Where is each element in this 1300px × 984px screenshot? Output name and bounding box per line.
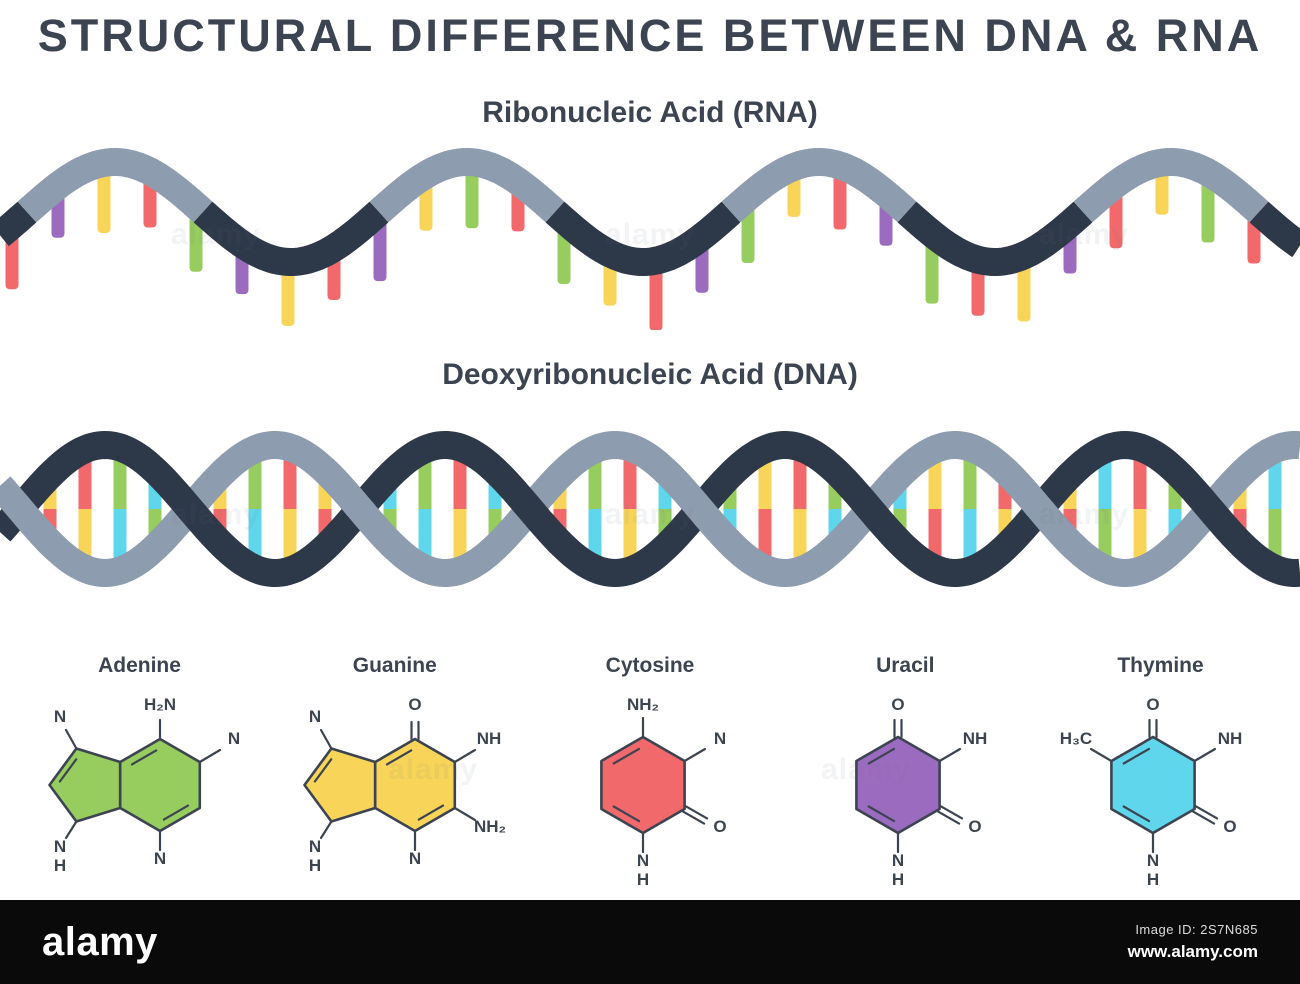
molecule-guanine: Guanine O N NH NH₂ N N H bbox=[277, 654, 512, 892]
rna-section: Ribonucleic Acid (RNA) bbox=[0, 96, 1300, 330]
svg-text:O: O bbox=[713, 817, 726, 836]
dna-heading: Deoxyribonucleic Acid (DNA) bbox=[442, 358, 858, 391]
svg-text:O: O bbox=[1146, 695, 1159, 714]
svg-text:N: N bbox=[54, 707, 66, 726]
molecule-structure: O H₃C NH O NH bbox=[1060, 695, 1243, 889]
image-id-label: Image ID: 2S7N685 bbox=[1135, 922, 1258, 937]
dna-section: Deoxyribonucleic Acid (DNA) bbox=[0, 358, 1300, 614]
bases-section: Adenine H₂N N N N N H Guanine O N NH NH₂ N N H Cytosine… bbox=[0, 654, 1300, 892]
svg-text:N: N bbox=[1147, 851, 1159, 870]
molecule-structure: O NH O NH bbox=[854, 695, 987, 889]
svg-text:N: N bbox=[636, 851, 648, 870]
molecule-name: Thymine bbox=[1117, 654, 1204, 677]
svg-text:O: O bbox=[409, 695, 422, 714]
svg-text:NH: NH bbox=[477, 729, 502, 748]
svg-text:N: N bbox=[309, 837, 321, 856]
molecule-adenine: Adenine H₂N N N N N H bbox=[22, 654, 257, 892]
molecule-name: Uracil bbox=[876, 654, 935, 677]
svg-text:H: H bbox=[309, 856, 321, 875]
molecule-name: Adenine bbox=[98, 654, 181, 677]
molecule-thymine: Thymine O H₃C NH O N H bbox=[1043, 654, 1278, 892]
svg-text:N: N bbox=[54, 837, 66, 856]
svg-text:N: N bbox=[713, 729, 725, 748]
svg-text:H₂N: H₂N bbox=[144, 695, 176, 714]
footer-info: Image ID: 2S7N685 www.alamy.com bbox=[1128, 922, 1258, 962]
svg-text:NH: NH bbox=[1218, 729, 1243, 748]
molecule-uracil: Uracil O NH O N H bbox=[788, 654, 1023, 892]
molecule-name: Guanine bbox=[352, 654, 437, 677]
alamy-logo: alamy bbox=[42, 919, 158, 964]
svg-text:N: N bbox=[409, 849, 421, 868]
svg-text:N: N bbox=[154, 849, 166, 868]
svg-text:N: N bbox=[892, 851, 904, 870]
svg-text:NH₂: NH₂ bbox=[474, 817, 506, 836]
footer-bar: alamy Image ID: 2S7N685 www.alamy.com bbox=[0, 900, 1300, 984]
svg-text:NH: NH bbox=[962, 729, 987, 748]
svg-text:H: H bbox=[636, 870, 648, 889]
svg-text:N: N bbox=[228, 729, 240, 748]
svg-text:O: O bbox=[891, 695, 904, 714]
svg-text:O: O bbox=[1223, 817, 1236, 836]
svg-text:H: H bbox=[1147, 870, 1159, 889]
svg-text:H: H bbox=[892, 870, 904, 889]
rna-helix-illustration bbox=[0, 148, 1300, 330]
svg-text:H₃C: H₃C bbox=[1060, 729, 1092, 748]
rna-heading: Ribonucleic Acid (RNA) bbox=[482, 96, 818, 129]
dna-helix-illustration bbox=[0, 430, 1300, 588]
svg-text:NH₂: NH₂ bbox=[626, 695, 658, 714]
svg-text:H: H bbox=[54, 856, 66, 875]
molecule-name: Cytosine bbox=[605, 654, 695, 677]
molecule-cytosine: Cytosine NH₂ N O N H bbox=[533, 654, 768, 892]
svg-text:O: O bbox=[968, 817, 981, 836]
svg-text:N: N bbox=[309, 707, 321, 726]
page-title: STRUCTURAL DIFFERENCE BETWEEN DNA & RNA bbox=[37, 10, 1263, 61]
alamy-url: www.alamy.com bbox=[1127, 942, 1258, 961]
